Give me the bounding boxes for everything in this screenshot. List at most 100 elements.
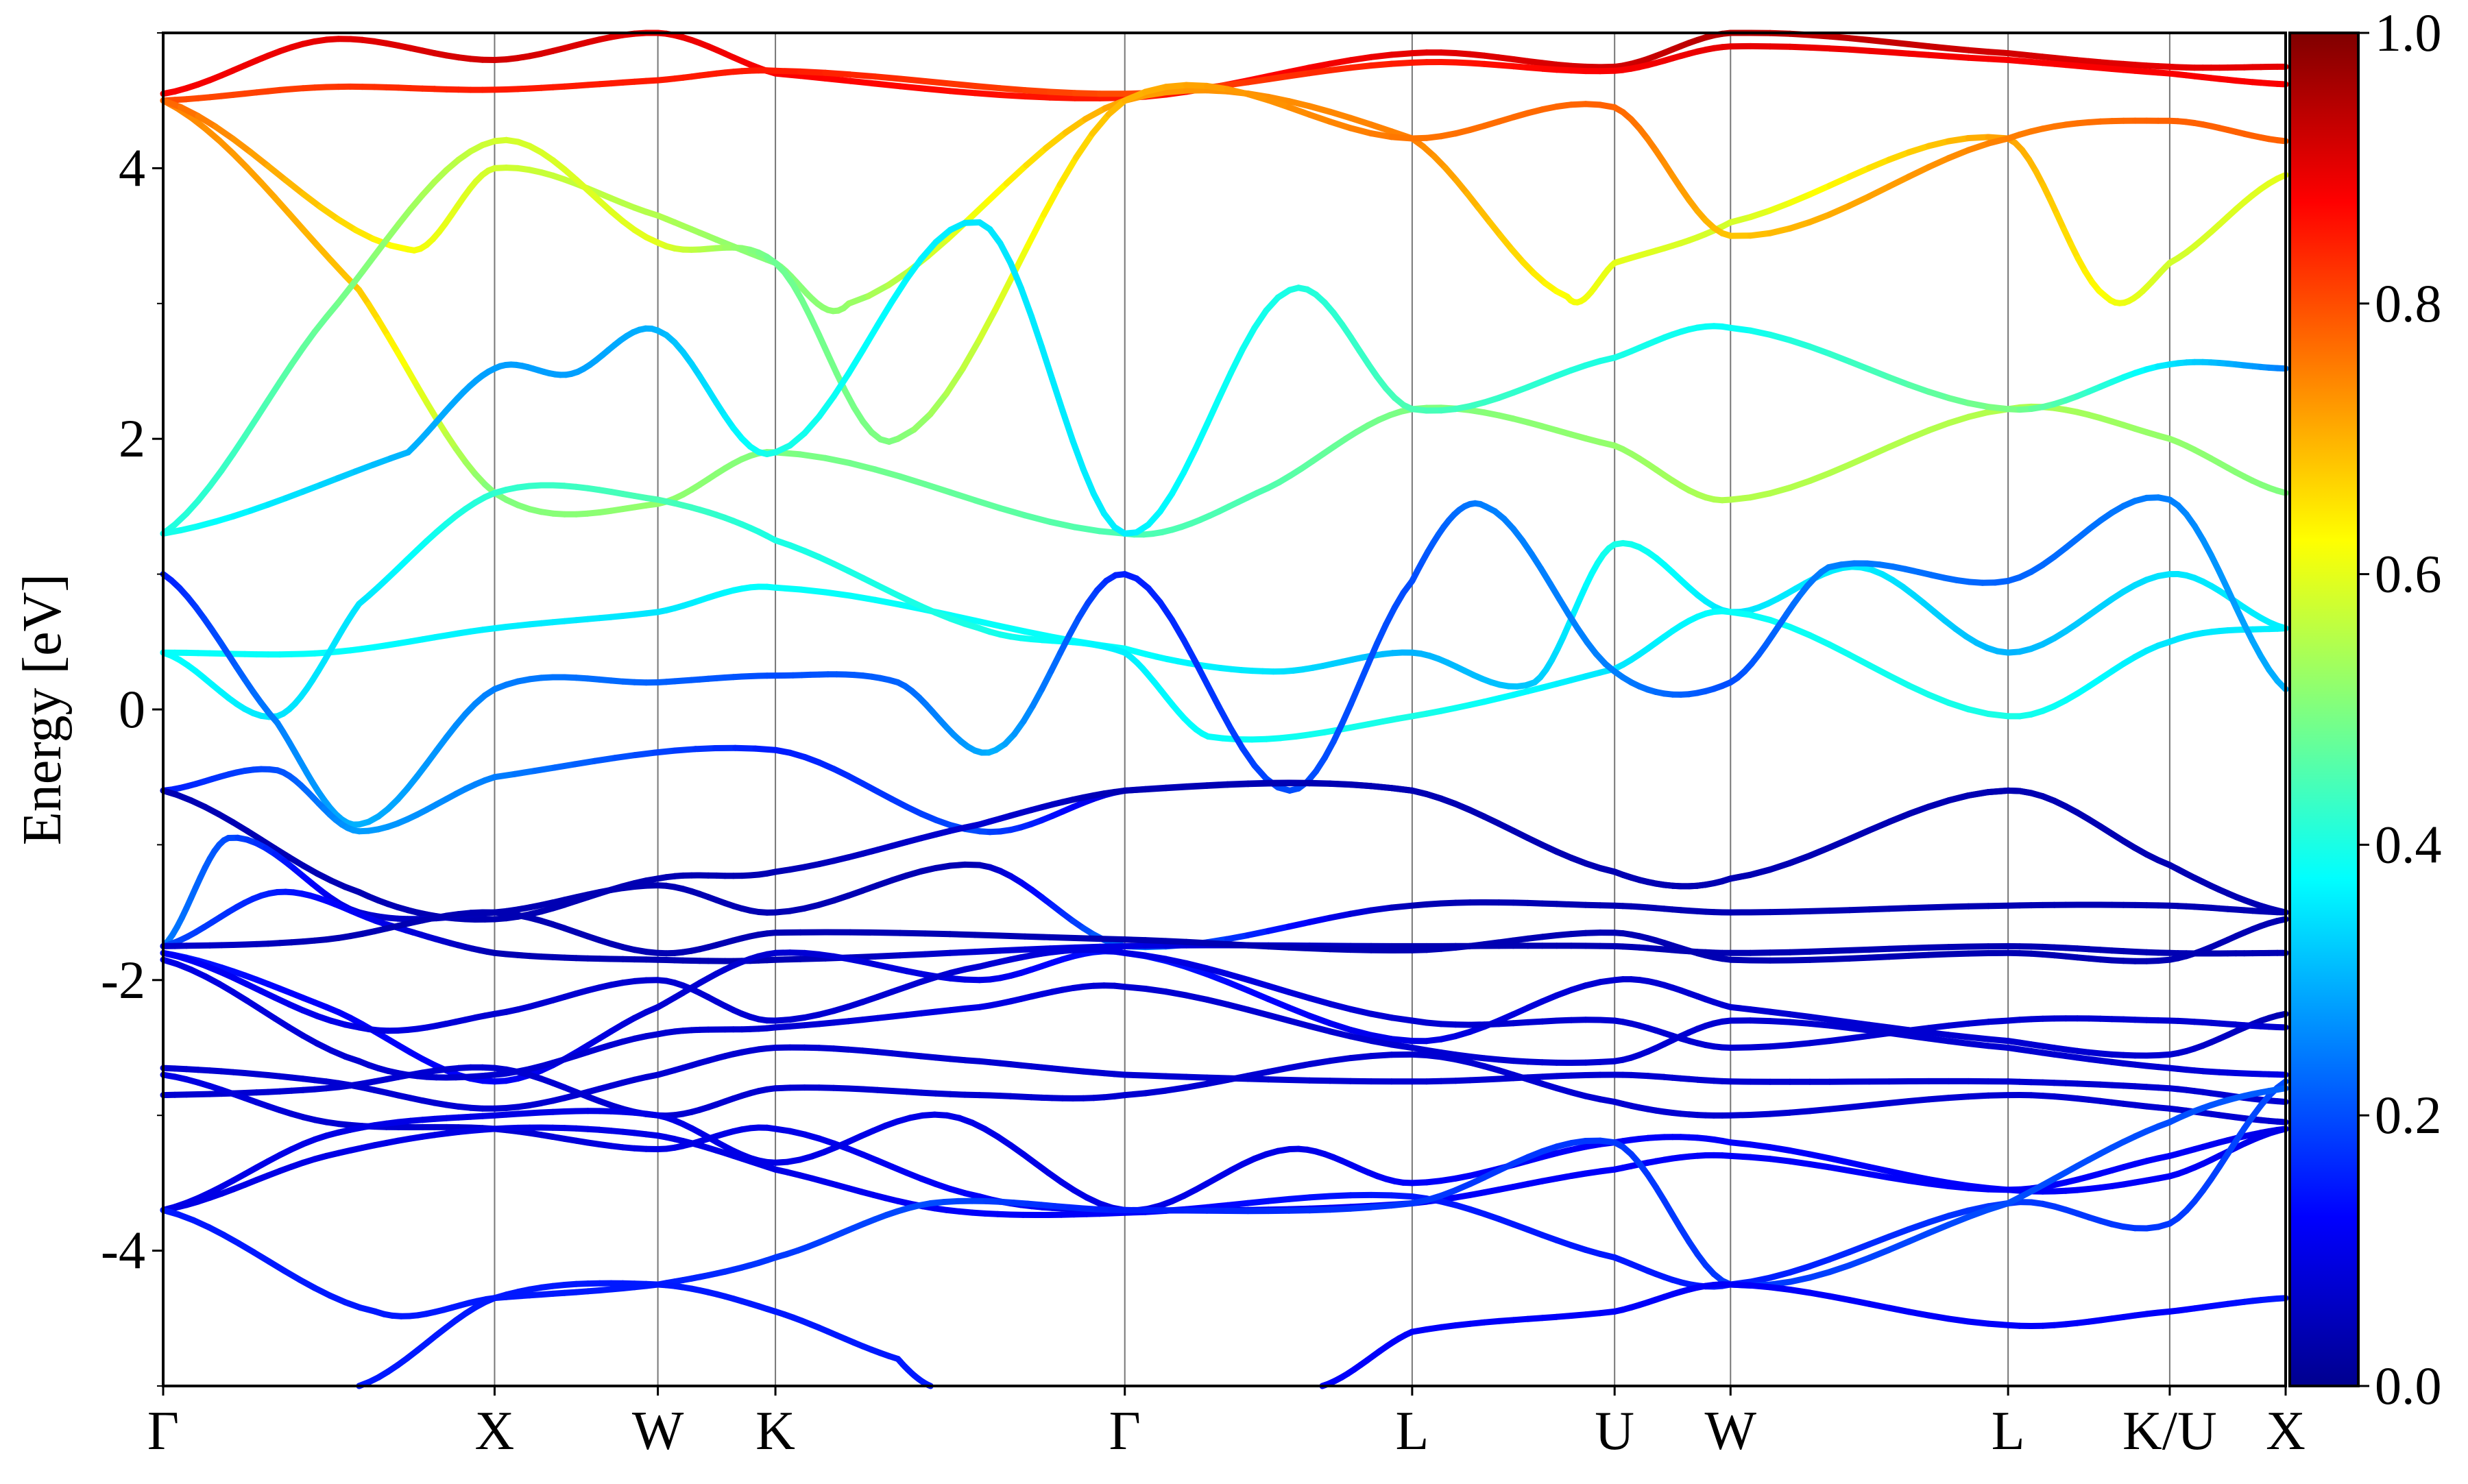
band-segment <box>1371 908 1392 910</box>
band-segment <box>1850 1258 1870 1265</box>
colorbar-tick-label: 0.0 <box>2375 1356 2442 1415</box>
band-segment <box>825 73 850 75</box>
band-segment <box>1790 1266 1810 1272</box>
band-segment <box>875 84 900 86</box>
band-segment <box>1227 935 1248 939</box>
band-segment <box>900 86 925 89</box>
band-segment <box>1268 76 1289 80</box>
band-segment <box>1948 150 1968 158</box>
band-segment <box>987 184 1007 202</box>
band-12 <box>163 838 2286 947</box>
band-segment <box>825 78 850 81</box>
band-segment <box>1377 624 1386 643</box>
band-segment <box>863 326 878 350</box>
band-segment <box>1060 158 1076 185</box>
band-segment <box>1889 814 1909 822</box>
band-segment <box>1909 167 1929 177</box>
band-segment <box>1870 666 1889 676</box>
band-segment <box>1000 243 1011 263</box>
band-segment <box>775 587 800 589</box>
band-segment <box>1870 160 1889 168</box>
band-segment <box>1000 949 1025 951</box>
band-segment <box>926 88 950 90</box>
band-segment <box>1289 1008 1309 1016</box>
band-10 <box>163 748 2286 912</box>
band-segment <box>1810 473 1830 481</box>
band-segment <box>1850 168 1870 177</box>
band-segment <box>900 954 925 956</box>
band-segment <box>1330 1004 1351 1010</box>
band-segment <box>1028 215 1044 246</box>
band-segment <box>1351 1036 1371 1041</box>
band-segment <box>256 400 268 418</box>
band-19 <box>163 1054 2286 1122</box>
band-segment <box>233 139 251 152</box>
band-segment <box>1810 847 1830 855</box>
band-segment <box>1929 1216 1949 1222</box>
band-segment <box>251 152 269 166</box>
band-segment <box>1770 863 1790 870</box>
band-segment <box>1166 1088 1187 1091</box>
band-segment <box>1172 473 1184 494</box>
band-segment <box>1289 992 1309 998</box>
kpoint-label: W <box>632 1401 684 1461</box>
band-segment <box>1330 1208 1351 1210</box>
band-segment <box>1207 86 1228 89</box>
band-segment <box>1948 703 1968 709</box>
band-segment <box>850 75 875 77</box>
band-segment <box>1889 177 1909 186</box>
band-segment <box>1929 158 1949 167</box>
band-segment <box>1309 918 1330 922</box>
band-segment <box>828 354 837 374</box>
band-segment <box>775 932 800 933</box>
band-segment <box>975 93 1000 95</box>
band-segment <box>875 600 900 605</box>
band-segment <box>1227 945 1248 946</box>
band-segment <box>1025 515 1050 522</box>
band-segment <box>1770 488 1790 494</box>
band-segment <box>331 260 345 276</box>
band-segment <box>1870 186 1889 196</box>
kpoint-label: K <box>755 1401 795 1461</box>
band-segment <box>1351 910 1371 914</box>
band-segment <box>1166 85 1187 87</box>
band-segment <box>1044 185 1061 215</box>
band-segment <box>1000 626 1025 631</box>
y-tick-label: 0 <box>119 679 145 739</box>
band-segment <box>1351 66 1371 68</box>
band-segment <box>1330 1023 1351 1030</box>
band-segment <box>875 77 900 79</box>
band-segment <box>1000 95 1025 97</box>
band-segment <box>1289 1197 1309 1200</box>
band-segment <box>926 82 950 84</box>
band-segment <box>1870 1250 1889 1258</box>
band-segment <box>1207 1080 1228 1084</box>
band-segment <box>303 194 321 207</box>
band-segment <box>1076 134 1093 158</box>
band-segment <box>1187 1084 1207 1087</box>
band-segment <box>1146 1091 1166 1093</box>
band-segment <box>1289 922 1309 927</box>
band-segment <box>1392 1045 1412 1048</box>
band-segment <box>1187 786 1207 787</box>
band-segment <box>1000 88 1025 90</box>
band-segment <box>1073 441 1083 470</box>
band-segment <box>1100 946 1124 947</box>
band-segment <box>1248 980 1268 986</box>
band-segment <box>1392 137 1412 138</box>
band-24 <box>359 1283 931 1386</box>
kpoint-label: X <box>2266 1401 2306 1461</box>
colorbar-tick-label: 0.2 <box>2375 1085 2442 1145</box>
band-segment <box>1025 631 1050 636</box>
band-segment <box>1032 316 1042 347</box>
band-segment <box>1021 288 1031 316</box>
band-segment <box>848 350 862 374</box>
kpoint-label: U <box>1595 1401 1634 1461</box>
band-segment <box>1289 947 1309 948</box>
band-segment <box>1125 946 1146 947</box>
colorbar-axis: 0.00.20.40.60.81.0 <box>2358 3 2442 1415</box>
band-segment <box>878 302 892 326</box>
band-segment <box>900 933 925 934</box>
band-segment <box>1392 1195 1412 1197</box>
band-segment <box>1184 640 1196 662</box>
